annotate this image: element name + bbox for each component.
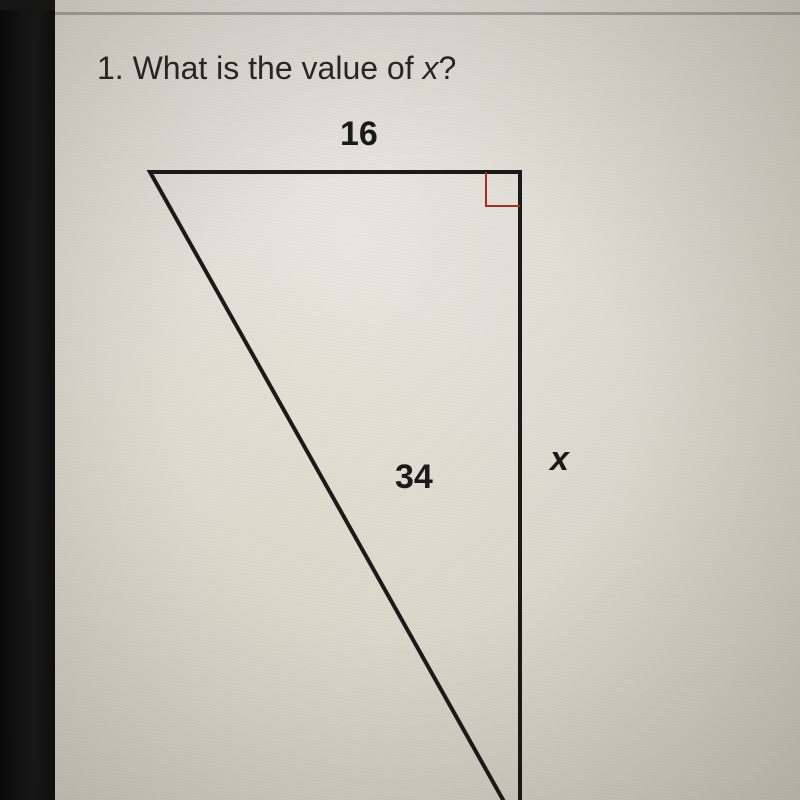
triangle-shape [150, 172, 520, 800]
side-label-hypotenuse: 34 [395, 458, 433, 497]
question-number: 1. [97, 50, 124, 86]
triangle-svg [95, 110, 775, 800]
triangle-figure: 16 34 x [95, 110, 775, 790]
side-label-top: 16 [340, 115, 378, 154]
question-suffix: ? [439, 50, 457, 86]
side-label-x: x [550, 440, 569, 479]
worksheet-paper: 1. What is the value of x? 16 34 x [55, 0, 800, 800]
question-prompt: 1. What is the value of x? [97, 50, 456, 87]
question-body: What is the value of [133, 50, 414, 86]
question-variable: x [423, 50, 439, 86]
top-divider-line [55, 12, 800, 15]
photo-dark-edge [0, 10, 55, 800]
right-angle-marker [486, 172, 520, 206]
